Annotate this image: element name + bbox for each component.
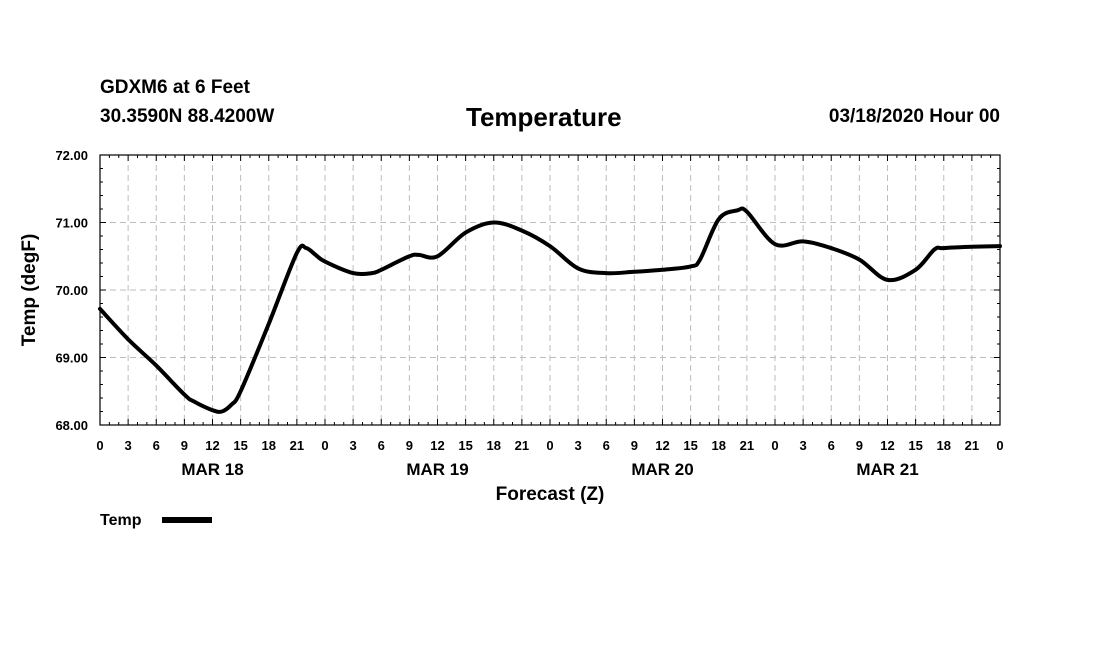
chart-title: Temperature (466, 102, 622, 132)
x-tick-label: 0 (771, 438, 778, 453)
date-label: MAR 19 (406, 460, 468, 479)
x-tick-label: 18 (712, 438, 726, 453)
x-tick-label: 15 (458, 438, 472, 453)
x-tick-label: 6 (828, 438, 835, 453)
y-tick-label: 70.00 (55, 283, 88, 298)
x-tick-label: 18 (487, 438, 501, 453)
x-tick-label: 15 (683, 438, 697, 453)
x-tick-label: 6 (603, 438, 610, 453)
x-tick-label: 12 (430, 438, 444, 453)
x-tick-label: 12 (205, 438, 219, 453)
x-tick-label: 12 (880, 438, 894, 453)
legend-label: Temp (100, 512, 142, 529)
temp-series-line (98, 206, 1002, 414)
x-axis-title: Forecast (Z) (496, 484, 605, 505)
x-tick-label: 21 (740, 438, 754, 453)
x-tick-label: 18 (937, 438, 951, 453)
x-tick-label: 3 (800, 438, 807, 453)
x-tick-label: 0 (546, 438, 553, 453)
date-label: MAR 18 (181, 460, 243, 479)
x-tick-label: 9 (181, 438, 188, 453)
x-tick-label: 0 (96, 438, 103, 453)
station-label: GDXM6 at 6 Feet (100, 77, 250, 98)
tick-layer (99, 154, 1001, 426)
x-tick-label: 21 (965, 438, 979, 453)
x-tick-label: 3 (575, 438, 582, 453)
x-tick-label: 15 (233, 438, 247, 453)
x-tick-label: 3 (125, 438, 132, 453)
y-axis-title: Temp (degF) (19, 234, 40, 347)
x-tick-label: 21 (290, 438, 304, 453)
x-tick-label: 6 (153, 438, 160, 453)
x-tick-label: 0 (321, 438, 328, 453)
x-tick-label: 9 (856, 438, 863, 453)
x-tick-label: 0 (996, 438, 1003, 453)
coordinates-label: 30.3590N 88.4200W (100, 106, 275, 127)
forecast-datetime: 03/18/2020 Hour 00 (828, 106, 1000, 127)
date-label: MAR 21 (856, 460, 918, 479)
y-tick-label: 69.00 (55, 351, 88, 366)
date-label: MAR 20 (631, 460, 693, 479)
label-layer: 0 3 6 9 12 15 18 21 0 3 6 9 12 15 18 21 0 3 6 9 12 15 18 21 0 3 6 9… (55, 148, 1003, 479)
y-tick-label: 68.00 (55, 418, 88, 433)
x-tick-label: 9 (631, 438, 638, 453)
x-tick-label: 12 (655, 438, 669, 453)
grid-layer (100, 155, 1000, 425)
x-tick-label: 21 (515, 438, 529, 453)
x-tick-label: 9 (406, 438, 413, 453)
x-tick-label: 6 (378, 438, 385, 453)
x-tick-label: 18 (262, 438, 276, 453)
y-tick-label: 71.00 (55, 216, 88, 231)
x-tick-label: 3 (350, 438, 357, 453)
x-tick-label: 15 (908, 438, 922, 453)
y-tick-label: 72.00 (55, 148, 88, 163)
